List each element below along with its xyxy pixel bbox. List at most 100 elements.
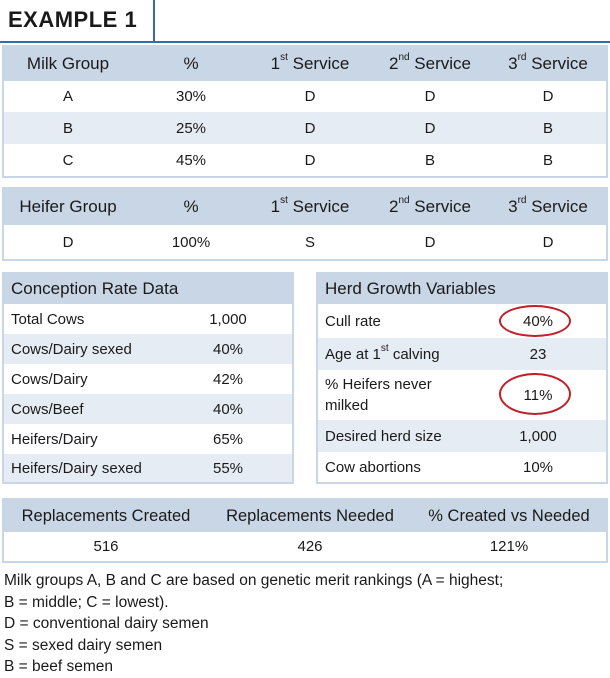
s2-word: Service bbox=[409, 197, 471, 216]
repl-col-pct: % Created vs Needed bbox=[428, 506, 590, 525]
conception-label: Heifers/Dairy bbox=[11, 430, 98, 448]
milk-cell-pct: 30% bbox=[175, 88, 207, 105]
s2-num: 2 bbox=[388, 54, 399, 73]
page-title: EXAMPLE 1 bbox=[8, 7, 138, 32]
heifer-col-group: Heifer Group bbox=[19, 197, 117, 216]
s1-word: Service bbox=[287, 54, 350, 73]
herd-header: Herd Growth Variables bbox=[318, 274, 606, 304]
s3-num: 3 bbox=[508, 197, 518, 216]
milk-cell-s1: D bbox=[304, 151, 316, 169]
table-row: C 45% D B B bbox=[4, 144, 606, 176]
replacements-header: Replacements Created Replacements Needed… bbox=[4, 500, 606, 532]
note-line: S = sexed dairy semen bbox=[4, 636, 163, 654]
heifer-col-s3: 3rd Service bbox=[490, 195, 606, 217]
milk-cell-s1: D bbox=[304, 88, 316, 105]
milk-col-s1: 1st Service bbox=[250, 52, 370, 74]
s1-num: 1 bbox=[270, 197, 281, 216]
title-box: EXAMPLE 1 bbox=[0, 0, 155, 43]
s1-sup: st bbox=[280, 195, 288, 207]
herd-label: % Heifers never milked bbox=[318, 374, 493, 416]
milk-col-group: Milk Group bbox=[26, 54, 110, 73]
milk-cell-group: B bbox=[62, 119, 73, 137]
legend-notes: Milk groups A, B and C are based on gene… bbox=[4, 570, 604, 678]
never-label-line1: % Heifers never bbox=[325, 376, 432, 393]
heifers-never-milked-highlight-circle bbox=[499, 373, 571, 415]
repl-cell-pct: 121% bbox=[489, 538, 529, 555]
s2-num: 2 bbox=[388, 197, 399, 216]
heifer-col-s1: 1st Service bbox=[250, 195, 370, 217]
list-item: Cow abortions 10% bbox=[318, 452, 606, 482]
heifer-cell-s1: S bbox=[304, 233, 315, 251]
heifer-table-header: Heifer Group % 1st Service 2nd Service 3… bbox=[4, 189, 606, 225]
s3-num: 3 bbox=[508, 54, 518, 73]
herd-label: Cull rate bbox=[325, 312, 381, 330]
herd-label: Desired herd size bbox=[325, 427, 442, 445]
conception-label: Cows/Beef bbox=[11, 400, 84, 418]
note-line: B = middle; C = lowest). bbox=[4, 593, 169, 611]
milk-group-table: Milk Group % 1st Service 2nd Service 3rd… bbox=[2, 45, 608, 178]
age-label-post: calving bbox=[388, 345, 440, 363]
list-item: Total Cows 1,000 bbox=[4, 304, 292, 334]
table-row: 516 426 121% bbox=[4, 532, 606, 561]
list-item: Desired herd size 1,000 bbox=[318, 420, 606, 452]
milk-col-s2: 2nd Service bbox=[370, 53, 490, 74]
herd-value: 23 bbox=[529, 345, 547, 363]
heifer-group-table: Heifer Group % 1st Service 2nd Service 3… bbox=[2, 187, 608, 261]
conception-header: Conception Rate Data bbox=[4, 274, 292, 304]
conception-value: 1,000 bbox=[209, 310, 247, 328]
milk-cell-pct: 25% bbox=[175, 119, 207, 137]
list-item: Age at 1st calving 23 bbox=[318, 338, 606, 370]
conception-value: 42% bbox=[212, 370, 244, 388]
s3-sup: rd bbox=[517, 195, 527, 207]
herd-title: Herd Growth Variables bbox=[325, 279, 496, 298]
conception-label: Total Cows bbox=[11, 310, 85, 328]
conception-value: 55% bbox=[212, 459, 244, 477]
list-item: Heifers/Dairy sexed 55% bbox=[4, 454, 292, 482]
herd-label: Cow abortions bbox=[325, 458, 421, 476]
table-row: D 100% S D D bbox=[4, 225, 606, 259]
milk-cell-s3: D bbox=[542, 88, 554, 105]
milk-col-pct: % bbox=[183, 54, 199, 73]
conception-label: Cows/Dairy bbox=[11, 370, 88, 388]
s3-sup: rd bbox=[517, 52, 527, 64]
heifer-cell-s2: D bbox=[424, 233, 436, 251]
replacements-table: Replacements Created Replacements Needed… bbox=[2, 498, 608, 563]
milk-cell-s3: B bbox=[542, 119, 553, 137]
note-line: B = beef semen bbox=[4, 658, 113, 675]
age-label-sup: st bbox=[380, 342, 389, 354]
herd-growth-panel: Herd Growth Variables Cull rate 40% Age … bbox=[316, 272, 608, 484]
heifer-cell-s3: D bbox=[542, 233, 554, 251]
herd-value: 1,000 bbox=[519, 427, 557, 445]
repl-col-created: Replacements Created bbox=[21, 506, 191, 525]
s1-num: 1 bbox=[270, 54, 281, 73]
conception-rate-panel: Conception Rate Data Total Cows 1,000 Co… bbox=[2, 272, 294, 484]
milk-cell-group: A bbox=[62, 88, 73, 105]
s2-sup: nd bbox=[398, 195, 410, 207]
list-item: Cows/Beef 40% bbox=[4, 394, 292, 424]
milk-col-s3: 3rd Service bbox=[490, 52, 606, 74]
conception-value: 65% bbox=[212, 430, 244, 448]
milk-cell-pct: 45% bbox=[175, 151, 207, 169]
milk-cell-group: C bbox=[62, 151, 74, 169]
s3-word: Service bbox=[526, 197, 588, 216]
conception-label: Cows/Dairy sexed bbox=[11, 340, 132, 358]
s1-sup: st bbox=[280, 52, 288, 64]
milk-cell-s1: D bbox=[304, 119, 316, 137]
cull-rate-highlight-circle bbox=[499, 305, 571, 337]
milk-cell-s2: D bbox=[424, 88, 436, 105]
milk-cell-s2: D bbox=[424, 119, 436, 137]
repl-cell-created: 516 bbox=[93, 538, 119, 555]
conception-label: Heifers/Dairy sexed bbox=[11, 459, 142, 477]
age-label-pre: Age at 1 bbox=[325, 345, 381, 363]
table-row: A 30% D D D bbox=[4, 81, 606, 112]
note-line: Milk groups A, B and C are based on gene… bbox=[4, 572, 504, 589]
s2-word: Service bbox=[409, 54, 471, 73]
s3-word: Service bbox=[526, 54, 588, 73]
milk-cell-s3: B bbox=[542, 151, 553, 169]
conception-value: 40% bbox=[212, 400, 244, 418]
conception-value: 40% bbox=[212, 340, 244, 358]
milk-cell-s2: B bbox=[424, 151, 435, 169]
s1-word: Service bbox=[287, 197, 350, 216]
note-line: D = conventional dairy semen bbox=[4, 615, 209, 632]
milk-table-header: Milk Group % 1st Service 2nd Service 3rd… bbox=[4, 47, 606, 81]
